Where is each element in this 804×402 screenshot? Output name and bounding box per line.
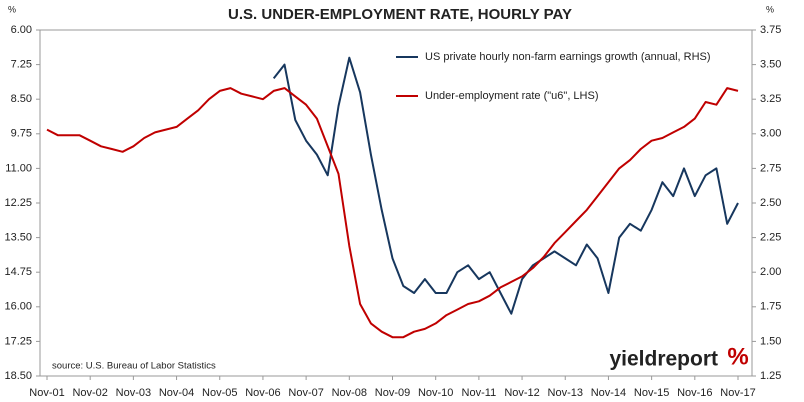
x-tick-label: Nov-17 [720,387,755,399]
y-tick-label: 17.25 [4,335,32,347]
y2-unit: % [766,4,774,14]
y-tick-label: 11.00 [5,162,32,174]
x-tick-label: Nov-08 [332,387,367,399]
x-tick-label: Nov-15 [634,387,669,399]
y2-tick-label: 3.25 [760,93,781,105]
y2-tick-label: 2.75 [760,162,781,174]
x-tick-label: Nov-09 [375,387,410,399]
source-note: source: U.S. Bureau of Labor Statistics [52,361,216,372]
x-tick-label: Nov-12 [504,387,539,399]
x-tick-label: Nov-02 [72,387,107,399]
logo-symbol: % [727,343,748,370]
x-tick-label: Nov-06 [245,387,280,399]
x-tick-label: Nov-10 [418,387,453,399]
y2-tick-label: 2.50 [760,197,781,209]
series-line [272,56,739,315]
y2-tick-label: 2.25 [760,232,781,244]
y2-tick-label: 1.50 [760,335,781,347]
y2-tick-label: 1.25 [760,370,781,382]
y-tick-label: 13.50 [4,232,32,244]
x-tick-label: Nov-03 [116,387,151,399]
y-tick-label: 9.75 [11,128,32,140]
y-tick-label: 7.25 [11,59,32,71]
y-tick-label: 12.25 [4,197,32,209]
y2-tick-label: 1.75 [760,301,781,313]
y-tick-label: 18.50 [4,370,32,382]
legend-label: Under-employment rate ("u6", LHS) [425,90,599,102]
x-tick-label: Nov-07 [288,387,323,399]
x-tick-label: Nov-04 [159,387,194,399]
y-tick-label: 8.50 [11,93,32,105]
chart-title: U.S. UNDER-EMPLOYMENT RATE, HOURLY PAY [228,6,572,23]
y-unit: % [8,4,16,14]
legend-label: US private hourly non-farm earnings grow… [425,51,711,63]
x-tick-label: Nov-05 [202,387,237,399]
x-tick-label: Nov-11 [462,387,497,399]
x-tick-label: Nov-14 [591,387,626,399]
series-line [46,87,739,339]
y2-tick-label: 2.00 [760,266,781,278]
x-tick-label: Nov-01 [29,387,64,399]
y2-tick-label: 3.50 [760,59,781,71]
logo: yieldreport [609,348,718,371]
x-tick-label: Nov-13 [548,387,583,399]
y-tick-label: 14.75 [4,266,32,278]
y2-tick-label: 3.75 [760,24,781,36]
x-tick-label: Nov-16 [677,387,712,399]
y-tick-label: 16.00 [4,301,32,313]
y-tick-label: 6.00 [11,24,32,36]
y2-tick-label: 3.00 [760,128,781,140]
